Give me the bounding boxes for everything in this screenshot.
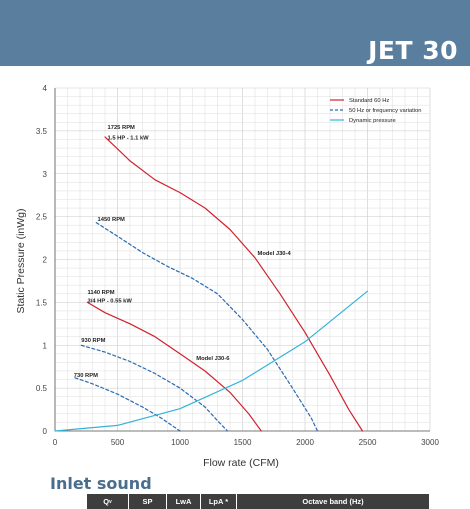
chart-series (54, 136, 369, 432)
chart-annotation: Model J30-4 (258, 251, 292, 257)
col-header-octave: Octave band (Hz) (302, 497, 364, 506)
y-tick-label: 3.5 (36, 127, 48, 136)
page-title: JET 30 (368, 36, 458, 65)
chart-annotation: 1450 RPM (98, 217, 126, 223)
x-tick-label: 0 (53, 438, 58, 447)
chart-annotation: Model J30-6 (196, 356, 230, 362)
col-header-q-sub: v (109, 498, 112, 505)
section-title: Inlet sound (50, 474, 152, 493)
chart-annotations: 1725 RPM 1.5 HP - 1.1 kW 1450 RPM 1140 RPM 3… (74, 125, 292, 379)
header-banner: JET 30 (0, 0, 470, 66)
series-line-frequency (80, 344, 229, 432)
chart-axes (54, 88, 430, 432)
series-line-standard (86, 301, 262, 432)
legend-entry-frequency: 50 Hz or frequency variation (349, 108, 422, 114)
y-tick-label: 0.5 (36, 384, 48, 393)
chart-tick-labels: 0 500 1000 1500 2000 2500 3000 0 0.5 1 1.5 2 2.5 3 3.5… (36, 84, 440, 447)
chart-grid (54, 87, 431, 432)
x-axis-label: Flow rate (CFM) (203, 457, 279, 469)
x-tick-label: 1500 (234, 438, 252, 447)
y-tick-label: 1.5 (36, 298, 48, 307)
series-line-dynamic (54, 290, 369, 432)
y-tick-label: 2.5 (36, 213, 48, 222)
chart-annotation: 930 RPM (81, 338, 105, 344)
chart-annotation: 730 RPM (74, 373, 98, 379)
y-tick-label: 2 (43, 256, 48, 265)
col-header-q-text: Q (103, 497, 110, 506)
col-header-sp: SP (129, 494, 167, 509)
col-header-lwa: LwA (167, 494, 201, 509)
fan-curve-chart: 0 500 1000 1500 2000 2500 3000 0 0.5 1 1.5 2 2.5 3 3.5… (15, 84, 440, 469)
chart-annotation: 3/4 HP - 0.55 kW (88, 298, 133, 304)
x-tick-label: 2000 (296, 438, 314, 447)
y-tick-label: 0 (43, 427, 48, 436)
y-tick-label: 1 (43, 341, 48, 350)
x-tick-label: 3000 (421, 438, 439, 447)
x-tick-label: 500 (111, 438, 125, 447)
legend-entry-standard: Standard 60 Hz (349, 98, 389, 104)
series-line-standard (104, 136, 364, 432)
legend-entry-dynamic: Dynamic pressure (349, 118, 396, 124)
y-tick-label: 3 (43, 170, 48, 179)
chart-annotation: 1.5 HP - 1.1 kW (108, 135, 150, 141)
chart-legend: Standard 60 Hz 50 Hz or frequency variati… (330, 98, 422, 124)
y-axis-label: Static Pressure (inWg) (15, 208, 27, 313)
chart-annotation: 1140 RPM (88, 290, 115, 296)
x-tick-label: 2500 (359, 438, 377, 447)
series-line-frequency (95, 222, 319, 432)
chart-annotation: 1725 RPM (108, 125, 136, 131)
series-line-frequency (74, 377, 181, 432)
y-tick-label: 4 (43, 84, 48, 93)
col-header-lpa: LpA * (201, 494, 237, 509)
x-tick-label: 1000 (171, 438, 189, 447)
